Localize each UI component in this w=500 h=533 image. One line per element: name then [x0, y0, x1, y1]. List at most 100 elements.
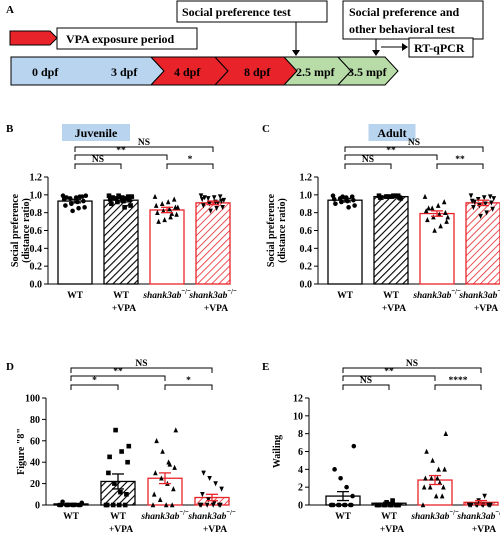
data-point: [389, 502, 394, 508]
timeline-label-8dpf: 8 dpf: [244, 65, 271, 79]
y-axis-label: Social preference(distance ratio): [10, 193, 32, 267]
y-tick-label: 20: [30, 479, 40, 490]
data-point: [484, 210, 489, 216]
data-point: [423, 208, 429, 214]
rtqpcr-box: [408, 37, 474, 58]
data-point: [201, 203, 206, 209]
significance-bracket: [342, 375, 436, 381]
data-point: [159, 475, 164, 481]
significance-label: NS: [408, 138, 420, 148]
y-tick-label: 0.6: [300, 226, 313, 237]
data-point: [172, 464, 177, 470]
data-point: [211, 195, 217, 201]
data-point: [437, 211, 442, 217]
significance-bracket: [70, 375, 166, 381]
y-tick-label: 80: [30, 415, 40, 426]
data-point: [343, 502, 348, 508]
data-point: [482, 493, 487, 499]
y-tick-label: 40: [30, 458, 40, 469]
y-tick-label: 8: [298, 429, 303, 440]
bar: [149, 209, 185, 285]
data-point: [487, 194, 493, 200]
significance-bracket: [166, 163, 214, 169]
timeline-label-3dpf: 3 dpf: [111, 65, 138, 79]
data-point: [167, 206, 172, 212]
data-point: [424, 448, 429, 454]
x-tick-label: shank3ab⁻/⁻: [458, 288, 500, 301]
x-tick-label: shank3ab⁻/⁻: [188, 288, 237, 301]
data-point: [104, 502, 110, 508]
data-point: [221, 197, 227, 203]
data-point: [390, 498, 395, 503]
timeline-label-3-5mpf: 3.5 mpf: [348, 65, 388, 79]
bar: [373, 195, 409, 285]
data-point: [333, 201, 338, 207]
data-point: [171, 486, 176, 492]
legend-text: VPA exposure period: [66, 32, 175, 46]
data-point: [122, 205, 127, 210]
data-point: [64, 195, 69, 200]
data-point: [167, 461, 173, 467]
data-point: [432, 227, 437, 233]
data-point: [444, 218, 449, 224]
data-point: [107, 454, 112, 460]
data-point: [168, 214, 173, 220]
data-point: [345, 198, 350, 204]
data-point: [481, 195, 487, 201]
data-point: [471, 205, 476, 211]
y-tick-label: 0: [35, 501, 40, 512]
social-other-line1: Social preference and: [349, 5, 460, 19]
x-tick-label-sub: +VPA: [109, 525, 133, 533]
data-point: [469, 502, 474, 508]
y-tick-label: 60: [30, 436, 40, 447]
y-tick-label: 12: [293, 394, 303, 405]
significance-label: NS: [360, 376, 372, 386]
data-point: [427, 484, 433, 490]
significance-label: ****: [449, 376, 468, 386]
x-tick-label: shank3ab⁻/⁻: [142, 288, 191, 301]
y-tick-label: 0.8: [300, 208, 313, 219]
significance-label: *: [186, 376, 191, 386]
data-point: [128, 203, 133, 208]
data-point: [396, 502, 401, 508]
x-tick-label-sup: ⁻/⁻: [227, 288, 237, 296]
social-test-box: [176, 0, 328, 23]
data-point: [76, 205, 81, 211]
y-tick-label: 0.0: [30, 280, 43, 291]
x-tick-label: WT: [337, 291, 354, 301]
data-point: [443, 430, 449, 436]
chart-title-bg: [368, 124, 416, 141]
data-point: [63, 203, 68, 208]
data-point: [125, 194, 131, 199]
social-test-label: Social preference test: [182, 5, 291, 19]
data-point: [79, 500, 85, 506]
y-tick-label: 0.4: [300, 244, 313, 255]
x-tick-label: WT: [67, 291, 84, 301]
data-point: [157, 496, 163, 502]
data-point: [116, 193, 121, 199]
significance-label: **: [116, 146, 126, 156]
data-point: [153, 202, 159, 208]
data-point: [377, 502, 382, 508]
rtqpcr-label: RT-qPCR: [414, 41, 465, 55]
significance-label: *: [188, 155, 193, 165]
data-point: [349, 502, 354, 508]
significance-label: **: [384, 367, 394, 377]
data-point: [160, 448, 165, 454]
data-point: [163, 502, 169, 508]
data-point: [161, 208, 166, 214]
legend-arrow: [9, 30, 58, 46]
y-tick-label: 0: [298, 501, 303, 512]
x-tick-label-sub: +VPA: [203, 525, 227, 533]
significance-label: NS: [135, 359, 147, 369]
data-point: [351, 197, 356, 203]
x-tick-label: WT: [383, 291, 400, 301]
timeline-label-4dpf: 4 dpf: [174, 65, 201, 79]
data-point: [109, 201, 114, 207]
chart-title-bg: [62, 124, 130, 141]
significance-label: NS: [138, 138, 150, 148]
significance-bracket: [434, 384, 482, 390]
panel-a-label: A: [6, 4, 14, 16]
data-point: [420, 502, 426, 508]
